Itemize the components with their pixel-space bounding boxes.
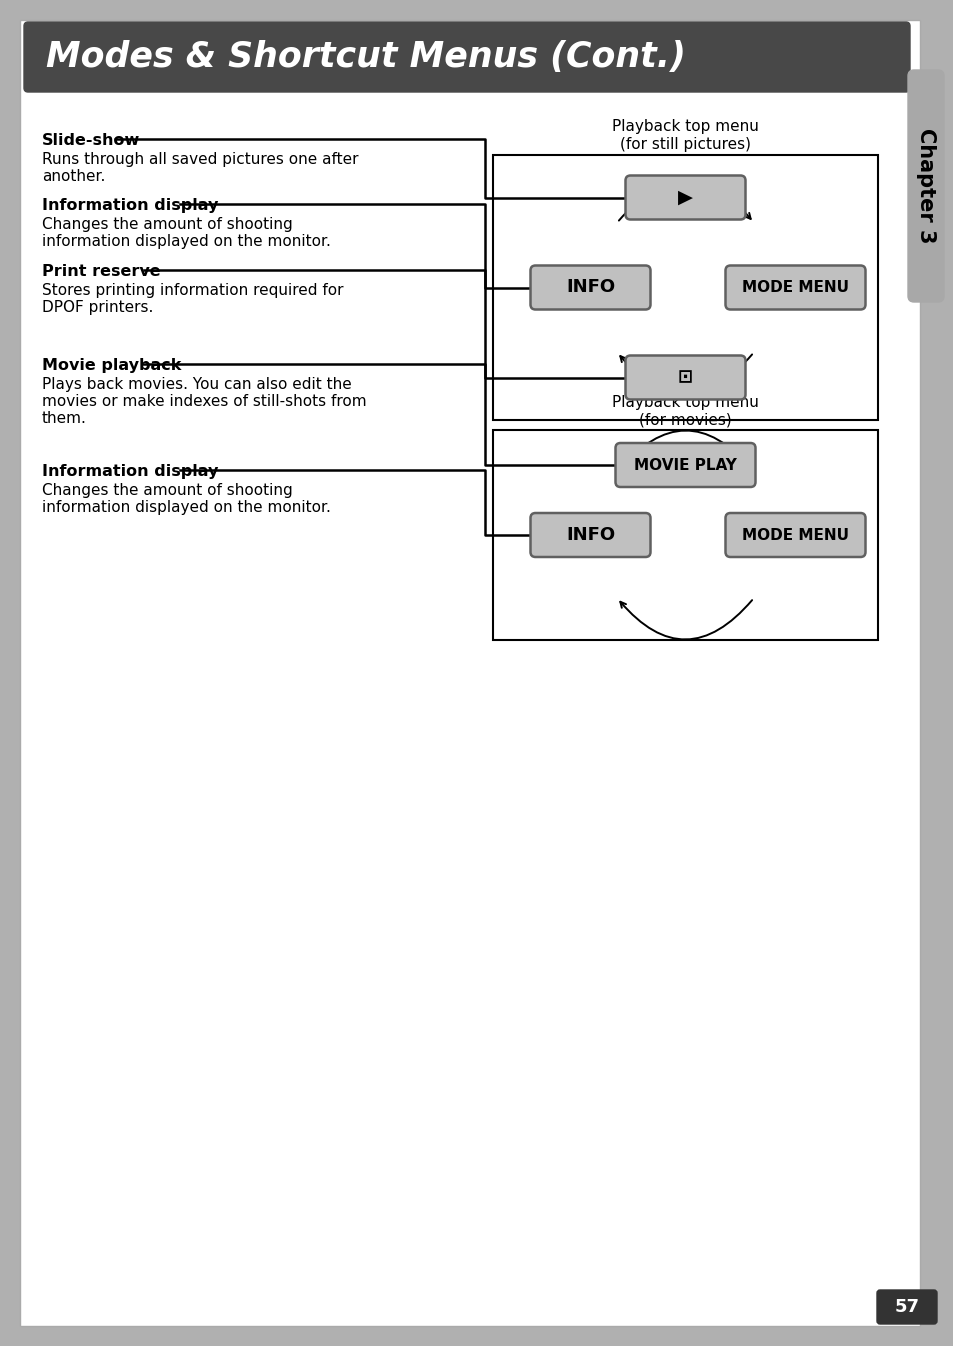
FancyBboxPatch shape	[907, 70, 943, 302]
Text: Plays back movies. You can also edit the: Plays back movies. You can also edit the	[42, 377, 352, 392]
Text: Runs through all saved pictures one after: Runs through all saved pictures one afte…	[42, 152, 358, 167]
Text: Modes & Shortcut Menus (Cont.): Modes & Shortcut Menus (Cont.)	[46, 40, 685, 74]
Text: Stores printing information required for: Stores printing information required for	[42, 283, 343, 297]
Text: INFO: INFO	[565, 279, 615, 296]
Text: movies or make indexes of still-shots from: movies or make indexes of still-shots fr…	[42, 394, 366, 409]
FancyBboxPatch shape	[493, 155, 877, 420]
Text: Print reserve: Print reserve	[42, 264, 160, 279]
Text: MODE MENU: MODE MENU	[741, 528, 848, 542]
Text: INFO: INFO	[565, 526, 615, 544]
FancyBboxPatch shape	[625, 355, 744, 400]
Text: DPOF printers.: DPOF printers.	[42, 300, 153, 315]
Text: Playback top menu: Playback top menu	[612, 394, 759, 409]
Text: MOVIE PLAY: MOVIE PLAY	[634, 458, 736, 472]
Text: another.: another.	[42, 170, 105, 184]
Text: ▶: ▶	[678, 188, 692, 207]
Text: MODE MENU: MODE MENU	[741, 280, 848, 295]
Text: information displayed on the monitor.: information displayed on the monitor.	[42, 499, 331, 516]
FancyBboxPatch shape	[493, 429, 877, 639]
Text: Movie playback: Movie playback	[42, 358, 181, 373]
FancyBboxPatch shape	[20, 20, 919, 1326]
Text: them.: them.	[42, 411, 87, 425]
Text: (for movies): (for movies)	[639, 412, 731, 428]
Text: Slide-show: Slide-show	[42, 133, 140, 148]
FancyBboxPatch shape	[876, 1289, 936, 1324]
Text: information displayed on the monitor.: information displayed on the monitor.	[42, 234, 331, 249]
Text: Chapter 3: Chapter 3	[915, 128, 935, 244]
Text: ⊡: ⊡	[678, 369, 692, 386]
Text: Changes the amount of shooting: Changes the amount of shooting	[42, 217, 293, 232]
FancyBboxPatch shape	[724, 265, 864, 310]
Text: Playback top menu: Playback top menu	[612, 120, 759, 135]
Text: Changes the amount of shooting: Changes the amount of shooting	[42, 483, 293, 498]
Text: 57: 57	[894, 1298, 919, 1316]
Text: Information display: Information display	[42, 464, 218, 479]
FancyBboxPatch shape	[530, 265, 650, 310]
Text: Information display: Information display	[42, 198, 218, 213]
Text: (for still pictures): (for still pictures)	[619, 137, 750, 152]
FancyBboxPatch shape	[724, 513, 864, 557]
FancyBboxPatch shape	[615, 443, 755, 487]
FancyBboxPatch shape	[530, 513, 650, 557]
FancyBboxPatch shape	[24, 22, 909, 92]
FancyBboxPatch shape	[625, 175, 744, 219]
